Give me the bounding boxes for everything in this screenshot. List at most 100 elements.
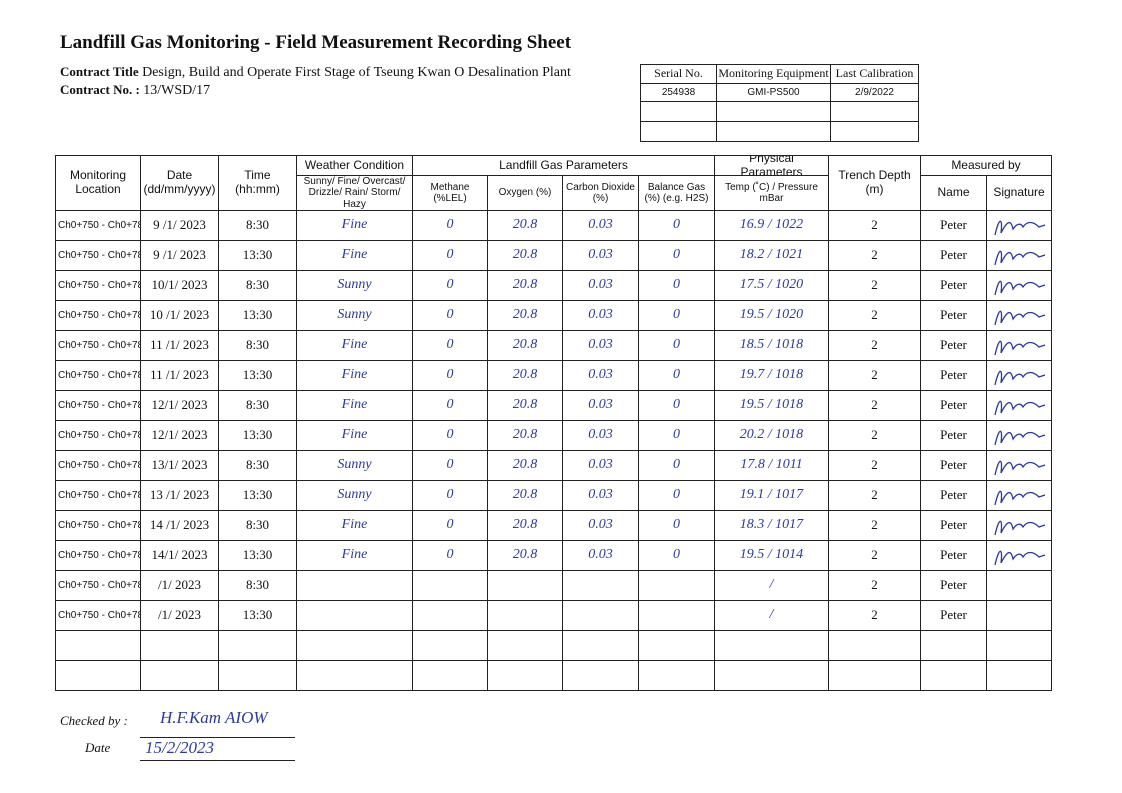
name: Peter (920, 480, 987, 511)
header-group: Weather Condition (296, 155, 413, 176)
trench-depth: 2 (828, 300, 921, 331)
time: 8:30 (218, 210, 297, 241)
methane: 0 (412, 240, 488, 271)
balance: 0 (638, 270, 715, 301)
signature-cell (986, 480, 1052, 511)
empty-cell (638, 570, 715, 601)
location: Ch0+750 - Ch0+780 (55, 480, 141, 511)
checked-by-label: Checked by : (60, 713, 128, 728)
empty-cell (140, 660, 219, 691)
methane: 0 (412, 420, 488, 451)
methane: 0 (412, 330, 488, 361)
contract-no-label: Contract No. : (60, 82, 140, 97)
header-cell: Name (920, 175, 987, 211)
balance: 0 (638, 510, 715, 541)
methane: 0 (412, 480, 488, 511)
time: 13:30 (218, 540, 297, 571)
empty-cell (296, 630, 413, 661)
date: 9 /1/ 2023 (140, 240, 219, 271)
empty-cell (828, 630, 921, 661)
temp-pressure: 18.2 / 1021 (714, 240, 829, 271)
temp-pressure: / (714, 570, 829, 601)
temp-pressure: 19.7 / 1018 (714, 360, 829, 391)
date: /1/ 2023 (140, 600, 219, 631)
checked-by: H.F.Kam AIOW (160, 708, 268, 727)
empty-cell (828, 660, 921, 691)
name: Peter (920, 570, 987, 601)
trench-depth: 2 (828, 240, 921, 271)
date-label: Date (85, 740, 111, 755)
empty-cell (487, 570, 563, 601)
equipment-header: Last Calibration (830, 64, 919, 84)
date: 13 /1/ 2023 (140, 480, 219, 511)
trench-depth: 2 (828, 330, 921, 361)
methane: 0 (412, 360, 488, 391)
weather: Fine (296, 510, 413, 541)
contract-title-line: Contract Title Design, Build and Operate… (60, 64, 571, 81)
name: Peter (920, 420, 987, 451)
signature-cell (986, 540, 1052, 571)
methane: 0 (412, 210, 488, 241)
trench-depth: 2 (828, 420, 921, 451)
methane: 0 (412, 450, 488, 481)
time: 13:30 (218, 420, 297, 451)
header-cell: Carbon Dioxide (%) (562, 175, 639, 211)
oxygen: 20.8 (487, 420, 563, 451)
location: Ch0+750 - Ch0+780 (55, 240, 141, 271)
signature-cell (986, 270, 1052, 301)
equipment-cell (830, 101, 919, 122)
empty-cell (920, 630, 987, 661)
empty-cell (296, 660, 413, 691)
oxygen: 20.8 (487, 480, 563, 511)
weather: Sunny (296, 270, 413, 301)
oxygen: 20.8 (487, 270, 563, 301)
oxygen: 20.8 (487, 330, 563, 361)
methane: 0 (412, 540, 488, 571)
signature-cell (986, 420, 1052, 451)
temp-pressure: 16.9 / 1022 (714, 210, 829, 241)
checked-date: 15/2/2023 (145, 738, 214, 757)
temp-pressure: 20.2 / 1018 (714, 420, 829, 451)
methane: 0 (412, 300, 488, 331)
equipment-cell (716, 121, 831, 142)
weather: Fine (296, 390, 413, 421)
date: 10/1/ 2023 (140, 270, 219, 301)
temp-pressure: / (714, 600, 829, 631)
temp-pressure: 19.5 / 1014 (714, 540, 829, 571)
empty-cell (714, 630, 829, 661)
empty-cell (562, 600, 639, 631)
trench-depth: 2 (828, 540, 921, 571)
time: 8:30 (218, 270, 297, 301)
methane: 0 (412, 270, 488, 301)
header-cell: Signature (986, 175, 1052, 211)
empty-cell (412, 660, 488, 691)
underline (140, 737, 295, 738)
weather: Sunny (296, 480, 413, 511)
name: Peter (920, 330, 987, 361)
header-cell: Date (dd/mm/yyyy) (140, 155, 219, 211)
location: Ch0+750 - Ch0+780 (55, 570, 141, 601)
trench-depth: 2 (828, 360, 921, 391)
co2: 0.03 (562, 420, 639, 451)
location: Ch0+750 - Ch0+780 (55, 600, 141, 631)
weather: Fine (296, 240, 413, 271)
contract-title-label: Contract Title (60, 64, 139, 79)
weather: Fine (296, 330, 413, 361)
trench-depth: 2 (828, 510, 921, 541)
signature-cell (986, 450, 1052, 481)
equipment-header: Serial No. (640, 64, 717, 84)
trench-depth: 2 (828, 210, 921, 241)
header-cell: Monitoring Location (55, 155, 141, 211)
location: Ch0+750 - Ch0+780 (55, 510, 141, 541)
empty-cell (562, 630, 639, 661)
signature (994, 400, 1046, 415)
signature (994, 550, 1046, 565)
empty-cell (55, 660, 141, 691)
oxygen: 20.8 (487, 210, 563, 241)
equipment-cell (830, 121, 919, 142)
header-cell: Time (hh:mm) (218, 155, 297, 211)
date: 14/1/ 2023 (140, 540, 219, 571)
empty-cell (487, 600, 563, 631)
equipment-header: Monitoring Equipment (716, 64, 831, 84)
